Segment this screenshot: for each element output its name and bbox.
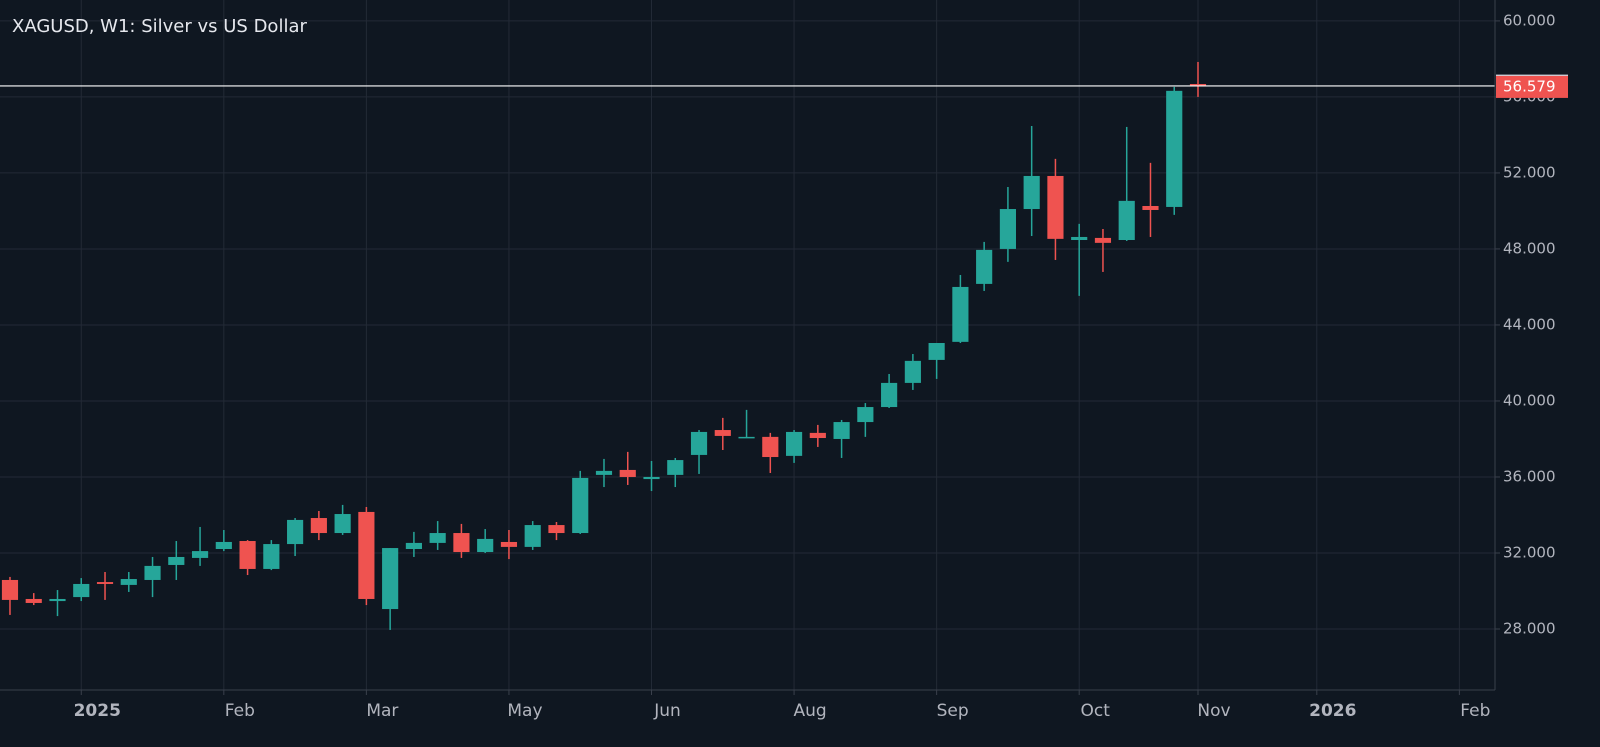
y-tick-label: 36.000 [1503, 467, 1556, 485]
chart-title: XAGUSD, W1: Silver vs US Dollar [12, 16, 307, 37]
candle-body [524, 525, 541, 547]
x-tick-label: Oct [1080, 701, 1110, 721]
candle-body [785, 431, 803, 456]
candle-body [334, 514, 351, 534]
candle-body [191, 551, 209, 558]
candle-body [1071, 236, 1088, 241]
x-tick-label: 2026 [1309, 701, 1356, 721]
last-price-box [1496, 75, 1568, 98]
candle-body [310, 518, 327, 534]
x-tick-label: 2025 [74, 701, 121, 721]
candle-body [1023, 175, 1040, 210]
axis-labels: 28.000 32.000 36.000 40.000 44.000 48.000 52.0… [74, 11, 1568, 721]
candle-body [73, 583, 90, 598]
candle-body [548, 525, 565, 534]
x-tick-label: Jun [653, 701, 681, 721]
candle-body [619, 469, 636, 477]
candle-body [1189, 83, 1207, 86]
x-tick-label: Feb [225, 701, 255, 721]
candle-body [1118, 200, 1135, 241]
candle-body [999, 209, 1016, 249]
candle-body [287, 519, 304, 545]
candle-body [833, 422, 850, 439]
candle-body [952, 286, 969, 342]
y-tick-label: 44.000 [1503, 315, 1556, 333]
candle-body [405, 542, 422, 549]
candle-body [1142, 205, 1159, 210]
candle-body [49, 598, 66, 602]
candle-body [215, 541, 232, 549]
candles [0, 61, 1495, 630]
candle-body [1047, 175, 1064, 239]
candle-body [714, 430, 731, 436]
candle-body [690, 431, 708, 455]
grid [0, 0, 1495, 690]
candle-body [809, 432, 826, 439]
candle-body [1094, 237, 1112, 243]
candle-body [263, 544, 280, 569]
candle-body [595, 470, 613, 475]
candle-body [358, 511, 375, 599]
x-tick-label: Feb [1460, 701, 1490, 721]
candle-body [239, 541, 256, 569]
candle-body [96, 582, 114, 584]
x-tick-label: Nov [1197, 701, 1230, 721]
candle-body [667, 460, 684, 475]
y-tick-label: 40.000 [1503, 391, 1556, 409]
candle-body [1166, 90, 1183, 207]
y-tick-label: 32.000 [1503, 543, 1556, 561]
candle-body [572, 477, 589, 534]
candle-body [1, 579, 19, 600]
candle-body [168, 556, 185, 565]
candle-body [500, 541, 518, 547]
candle-body [881, 382, 898, 408]
x-tick-label: Sep [937, 701, 969, 721]
candle-body [857, 407, 874, 423]
candle-body [25, 598, 42, 603]
candle-body [928, 343, 945, 360]
candle-body [643, 476, 660, 480]
x-tick-label: Aug [793, 701, 826, 721]
y-tick-label: 60.000 [1503, 11, 1556, 29]
candle-body [477, 538, 494, 553]
candle-body [429, 533, 446, 543]
last-price-label: 56.579 [1503, 77, 1556, 95]
x-tick-label: Mar [366, 701, 398, 721]
candle-body [453, 533, 470, 553]
candle-body [382, 548, 399, 610]
y-tick-label: 28.000 [1503, 620, 1556, 638]
x-tick-label: May [507, 701, 542, 721]
candle-body [904, 360, 921, 383]
candle-body [120, 579, 137, 585]
y-tick-label: 52.000 [1503, 163, 1556, 181]
candle-body [144, 565, 161, 580]
candle-body [738, 436, 755, 439]
y-tick-label: 48.000 [1503, 239, 1556, 257]
candle-body [762, 436, 779, 458]
candle-body [976, 249, 993, 284]
